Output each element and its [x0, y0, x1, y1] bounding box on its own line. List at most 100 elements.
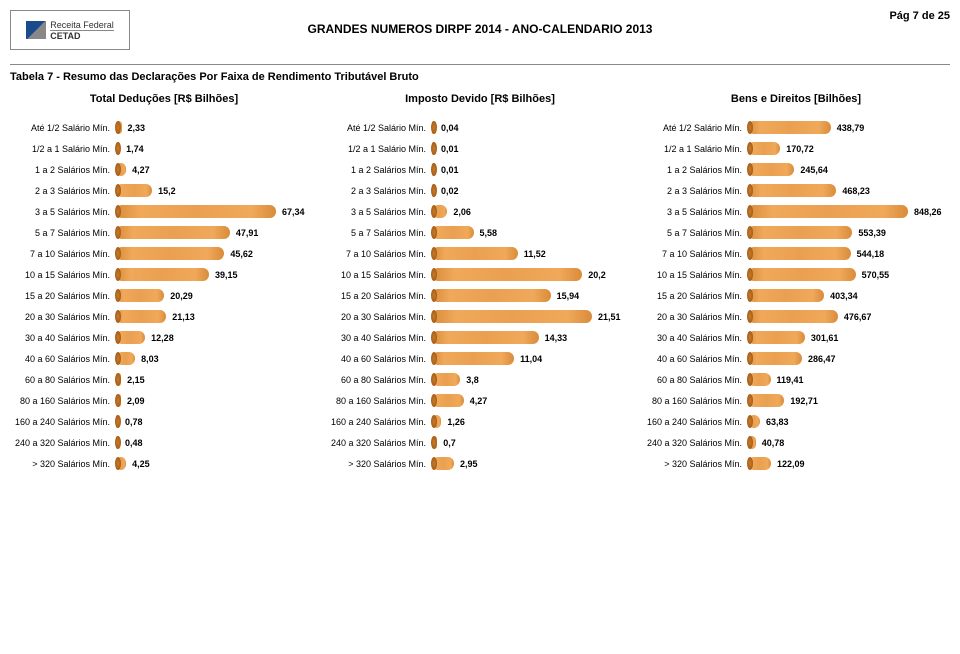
- bar: [116, 142, 120, 155]
- bar-value-label: 848,26: [914, 207, 942, 217]
- category-label: 80 a 160 Salários Mín.: [642, 396, 748, 406]
- bar-row: 5 a 7 Salários Mín.5,58: [326, 222, 634, 243]
- bar-area: 3,8: [432, 369, 634, 390]
- bar-row: 2 a 3 Salários Mín.468,23: [642, 180, 950, 201]
- bar: [748, 226, 852, 239]
- category-label: 15 a 20 Salários Mín.: [10, 291, 116, 301]
- chart-title: Bens e Direitos [Bilhões]: [642, 93, 950, 105]
- bar-area: 15,94: [432, 285, 634, 306]
- bar-value-label: 2,95: [460, 459, 478, 469]
- category-label: 10 a 15 Salários Mín.: [326, 270, 432, 280]
- bar-row: 160 a 240 Salários Mín.1,26: [326, 411, 634, 432]
- category-label: 240 a 320 Salários Mín.: [326, 438, 432, 448]
- bar-value-label: 21,51: [598, 312, 621, 322]
- page-number: Pág 7 de 25: [889, 10, 950, 22]
- bar: [432, 352, 514, 365]
- bar-area: 170,72: [748, 138, 950, 159]
- bar-area: 2,15: [116, 369, 318, 390]
- bar-value-label: 2,15: [127, 375, 145, 385]
- bar-area: 8,03: [116, 348, 318, 369]
- bar-value-label: 0,78: [125, 417, 143, 427]
- category-label: 7 a 10 Salários Mín.: [326, 249, 432, 259]
- bar: [116, 184, 152, 197]
- bar-value-label: 1,74: [126, 144, 144, 154]
- category-label: > 320 Salários Mín.: [326, 459, 432, 469]
- bar: [748, 289, 824, 302]
- bar-value-label: 15,94: [557, 291, 580, 301]
- category-label: 1 a 2 Salários Mín.: [10, 165, 116, 175]
- bar-row: 240 a 320 Salários Mín.0,7: [326, 432, 634, 453]
- category-label: 2 a 3 Salários Mín.: [642, 186, 748, 196]
- chart-title: Total Deduções [R$ Bilhões]: [10, 93, 318, 105]
- category-label: 15 a 20 Salários Mín.: [642, 291, 748, 301]
- charts-row: Total Deduções [R$ Bilhões] Até 1/2 Salár…: [10, 93, 950, 474]
- category-label: 160 a 240 Salários Mín.: [326, 417, 432, 427]
- chart-title: Imposto Devido [R$ Bilhões]: [326, 93, 634, 105]
- bar-row: 80 a 160 Salários Mín.4,27: [326, 390, 634, 411]
- bar: [116, 436, 119, 449]
- bar-row: 30 a 40 Salários Mín.14,33: [326, 327, 634, 348]
- bar-area: 544,18: [748, 243, 950, 264]
- chart-column-0: Total Deduções [R$ Bilhões]Até 1/2 Salár…: [10, 93, 318, 474]
- bar-row: 240 a 320 Salários Mín.0,48: [10, 432, 318, 453]
- bar-row: 3 a 5 Salários Mín.848,26: [642, 201, 950, 222]
- bar-value-label: 5,58: [480, 228, 498, 238]
- bar-area: 553,39: [748, 222, 950, 243]
- category-label: 5 a 7 Salários Mín.: [10, 228, 116, 238]
- bar-area: 2,33: [116, 117, 318, 138]
- category-label: 40 a 60 Salários Mín.: [642, 354, 748, 364]
- bar: [116, 247, 224, 260]
- bar-area: 12,28: [116, 327, 318, 348]
- bar-row: > 320 Salários Mín.4,25: [10, 453, 318, 474]
- bar-area: 119,41: [748, 369, 950, 390]
- bar: [432, 163, 435, 176]
- category-label: 1/2 a 1 Salário Mín.: [326, 144, 432, 154]
- category-label: > 320 Salários Mín.: [10, 459, 116, 469]
- category-label: 60 a 80 Salários Mín.: [642, 375, 748, 385]
- bar: [432, 373, 460, 386]
- bar: [432, 436, 437, 449]
- bar-value-label: 0,04: [441, 123, 459, 133]
- bar-value-label: 63,83: [766, 417, 789, 427]
- category-label: 40 a 60 Salários Mín.: [10, 354, 116, 364]
- category-label: Até 1/2 Salário Mín.: [642, 123, 748, 133]
- bar: [748, 142, 780, 155]
- bar-row: 10 a 15 Salários Mín.39,15: [10, 264, 318, 285]
- category-label: 2 a 3 Salários Mín.: [326, 186, 432, 196]
- bar-row: 5 a 7 Salários Mín.553,39: [642, 222, 950, 243]
- category-label: 60 a 80 Salários Mín.: [326, 375, 432, 385]
- bar-area: 286,47: [748, 348, 950, 369]
- bar-row: 20 a 30 Salários Mín.21,51: [326, 306, 634, 327]
- logo-box: Receita Federal CETAD: [10, 10, 130, 50]
- category-label: 30 a 40 Salários Mín.: [10, 333, 116, 343]
- bar-area: 47,91: [116, 222, 318, 243]
- category-label: > 320 Salários Mín.: [642, 459, 748, 469]
- bar-value-label: 570,55: [862, 270, 890, 280]
- bar-value-label: 8,03: [141, 354, 159, 364]
- category-label: 3 a 5 Salários Mín.: [10, 207, 116, 217]
- bar-value-label: 47,91: [236, 228, 259, 238]
- bar: [116, 352, 135, 365]
- bar-area: 122,09: [748, 453, 950, 474]
- bar-value-label: 3,8: [466, 375, 479, 385]
- bar-area: 0,01: [432, 159, 634, 180]
- bar: [116, 289, 164, 302]
- bar-row: 80 a 160 Salários Mín.2,09: [10, 390, 318, 411]
- bar: [432, 184, 435, 197]
- bar-row: 60 a 80 Salários Mín. 119,41: [642, 369, 950, 390]
- bar-value-label: 0,02: [441, 186, 459, 196]
- bar-value-label: 67,34: [282, 207, 305, 217]
- bar-value-label: 4,27: [470, 396, 488, 406]
- category-label: 1/2 a 1 Salário Mín.: [10, 144, 116, 154]
- bar-area: 21,51: [432, 306, 634, 327]
- category-label: 15 a 20 Salários Mín.: [326, 291, 432, 301]
- bar: [432, 415, 441, 428]
- bar: [432, 205, 447, 218]
- bar-row: 160 a 240 Salários Mín.0,78: [10, 411, 318, 432]
- bar-area: 0,02: [432, 180, 634, 201]
- bar: [116, 268, 209, 281]
- category-label: 3 a 5 Salários Mín.: [326, 207, 432, 217]
- bar-value-label: 544,18: [857, 249, 885, 259]
- bar-value-label: 119,41: [777, 375, 804, 385]
- bar-area: 63,83: [748, 411, 950, 432]
